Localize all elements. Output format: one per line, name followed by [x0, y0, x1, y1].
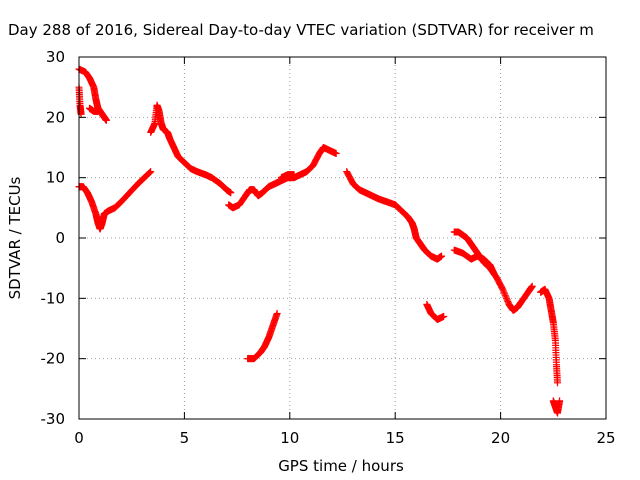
data-point [499, 287, 507, 295]
y-axis-label: SDTVAR / TECUs [6, 176, 24, 299]
chart-title: Day 288 of 2016, Sidereal Day-to-day VTE… [8, 21, 594, 39]
data-point [94, 107, 102, 115]
data-point [227, 189, 235, 197]
x-axis-ticks: 0 5 10 15 20 25 [74, 57, 616, 447]
data-points [75, 65, 564, 417]
data-point [504, 297, 512, 305]
data-point [332, 150, 340, 158]
data-point [290, 171, 298, 179]
y-tick-label: -10 [41, 289, 66, 307]
x-tick-label: 20 [491, 429, 510, 447]
data-point [438, 252, 446, 260]
y-tick-label: 20 [46, 108, 65, 126]
data-point [102, 116, 110, 124]
data-point [145, 169, 153, 177]
y-tick-label: 30 [46, 48, 65, 66]
x-tick-label: 25 [596, 429, 615, 447]
data-point [554, 379, 562, 387]
data-point [528, 282, 536, 290]
data-point [503, 296, 511, 304]
y-tick-label: 10 [46, 169, 65, 187]
x-tick-label: 0 [74, 429, 84, 447]
data-point [499, 285, 507, 293]
y-tick-label: -20 [41, 350, 66, 368]
y-axis-ticks: -30 -20 -10 0 10 20 30 [41, 48, 606, 428]
data-point [556, 397, 564, 405]
x-axis-label: GPS time / hours [278, 457, 404, 475]
data-point [501, 291, 509, 299]
data-point [440, 312, 448, 320]
x-tick-label: 15 [386, 429, 405, 447]
x-tick-label: 10 [280, 429, 299, 447]
grid-lines [79, 57, 606, 419]
x-tick-label: 5 [180, 429, 190, 447]
y-tick-label: 0 [55, 229, 65, 247]
data-point [500, 288, 508, 296]
data-point [490, 270, 498, 278]
data-point [273, 309, 281, 317]
y-tick-label: -30 [41, 410, 66, 428]
data-point [147, 168, 155, 176]
data-point [503, 294, 511, 302]
data-point [146, 168, 154, 176]
data-point [501, 290, 509, 298]
data-point [502, 293, 510, 301]
